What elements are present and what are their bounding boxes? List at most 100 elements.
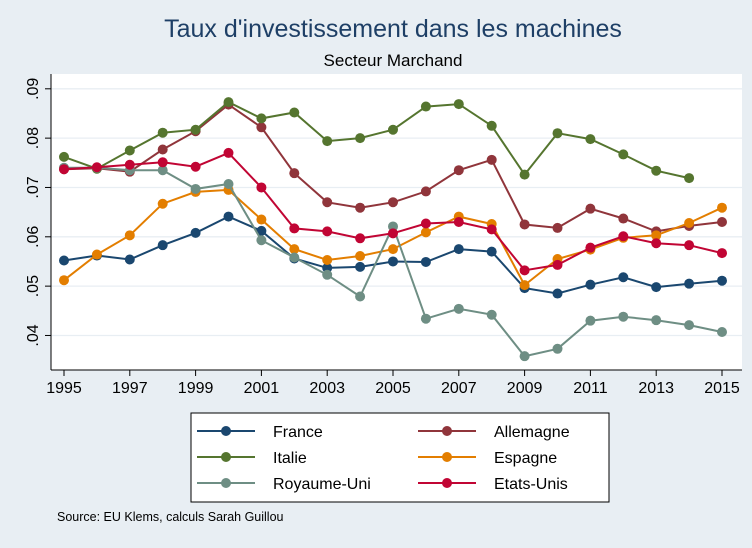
data-point — [355, 261, 366, 272]
data-point — [223, 211, 234, 222]
data-point — [618, 149, 629, 160]
legend-label: Etats-Unis — [494, 476, 568, 493]
data-point — [618, 272, 629, 283]
data-point — [486, 154, 497, 165]
data-point — [124, 230, 135, 241]
data-point — [223, 179, 234, 190]
data-point — [124, 159, 135, 170]
data-point — [388, 197, 398, 208]
data-point — [453, 303, 464, 314]
data-point — [618, 213, 629, 224]
data-point — [651, 315, 662, 326]
legend-marker — [442, 426, 452, 436]
legend-item-italie: Italie — [197, 450, 307, 467]
data-point — [420, 256, 431, 267]
data-point — [256, 225, 267, 236]
data-point — [355, 233, 366, 244]
data-point — [420, 186, 431, 197]
series-line — [63, 100, 690, 180]
data-point — [618, 311, 629, 322]
data-point — [486, 246, 497, 257]
data-point — [684, 217, 695, 228]
data-point — [717, 327, 727, 338]
legend-marker — [221, 426, 231, 436]
y-tick-label: .08 — [25, 127, 42, 149]
data-point — [486, 120, 497, 131]
data-point — [322, 226, 333, 237]
x-tick-label: 2001 — [244, 380, 280, 397]
data-point — [651, 165, 662, 176]
data-point — [59, 151, 69, 162]
legend-marker — [221, 478, 231, 488]
data-point — [190, 183, 201, 194]
data-point — [124, 145, 135, 156]
data-point — [355, 202, 366, 213]
series-royaume-uni — [59, 162, 727, 362]
data-point — [91, 249, 102, 260]
data-point — [684, 278, 695, 289]
legend-item-espagne: Espagne — [418, 450, 557, 467]
legend-marker — [221, 452, 231, 462]
data-point — [717, 275, 727, 286]
y-tick-label: .09 — [25, 78, 42, 100]
x-tick-label: 2005 — [375, 380, 411, 397]
data-point — [322, 136, 333, 147]
data-point — [59, 275, 69, 286]
data-point — [453, 244, 464, 255]
data-point — [322, 254, 333, 265]
source-note: Source: EU Klems, calculs Sarah Guillou — [57, 510, 284, 524]
legend-label: Royaume-Uni — [273, 476, 371, 493]
data-point — [651, 230, 662, 241]
data-point — [355, 291, 366, 302]
legend-item-france: France — [197, 424, 323, 441]
data-point — [256, 182, 267, 193]
data-point — [223, 97, 234, 108]
data-point — [190, 161, 201, 172]
data-point — [552, 222, 563, 233]
data-point — [519, 169, 530, 180]
data-point — [453, 217, 464, 227]
legend-label: Allemagne — [494, 424, 570, 441]
data-point — [453, 165, 464, 176]
data-point — [420, 218, 431, 229]
data-point — [59, 255, 69, 266]
data-point — [519, 280, 530, 291]
data-point — [388, 256, 398, 267]
x-tick-label: 1999 — [178, 380, 214, 397]
x-tick-label: 2009 — [507, 380, 543, 397]
data-point — [618, 231, 629, 242]
series-etats-unis — [59, 147, 727, 276]
data-point — [717, 202, 727, 213]
data-point — [322, 269, 333, 280]
plot-area — [51, 74, 742, 370]
data-point — [190, 227, 201, 238]
data-point — [420, 313, 431, 324]
legend-label: Italie — [273, 450, 307, 467]
data-point — [552, 343, 563, 354]
data-point — [717, 248, 727, 259]
data-point — [157, 157, 168, 168]
data-point — [420, 101, 431, 112]
data-point — [585, 315, 596, 326]
data-point — [157, 127, 168, 138]
data-point — [486, 309, 497, 320]
data-point — [651, 282, 662, 293]
data-point — [322, 262, 333, 273]
legend-label: France — [273, 424, 323, 441]
data-point — [552, 128, 563, 139]
data-point — [124, 254, 135, 265]
legend-box — [190, 412, 610, 503]
data-point — [552, 288, 563, 299]
legend-marker — [442, 478, 452, 488]
data-point — [388, 124, 398, 135]
x-tick-label: 2007 — [441, 380, 477, 397]
data-point — [684, 173, 695, 184]
data-point — [585, 203, 596, 214]
data-point — [684, 240, 695, 251]
data-point — [486, 224, 497, 235]
data-point — [684, 320, 695, 331]
data-point — [355, 251, 366, 262]
data-point — [91, 162, 102, 173]
data-point — [585, 134, 596, 145]
